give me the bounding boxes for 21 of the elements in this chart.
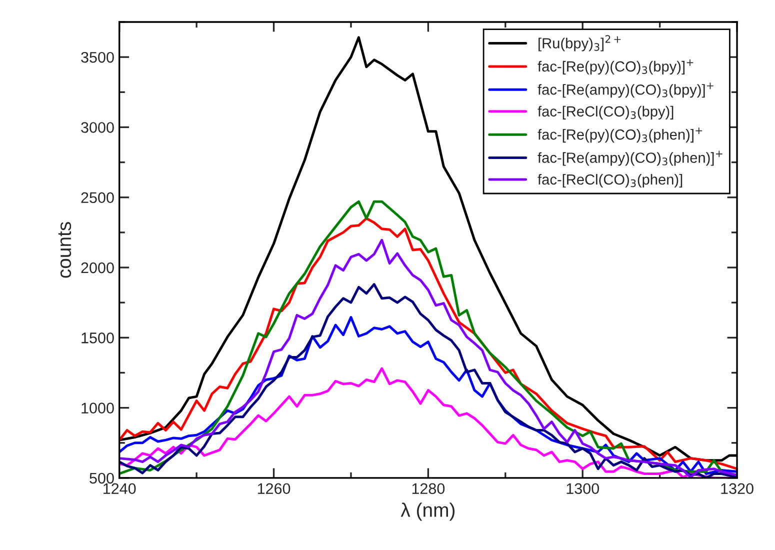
y-tick-label: 3500: [81, 52, 114, 63]
legend-label: fac-[Re(py)(CO)$_{3}$(phen)]$^{+}$: [538, 128, 702, 143]
x-tick-label: 1240: [104, 483, 136, 494]
y-tick-label: 2500: [81, 192, 114, 204]
legend-label: [Ru(bpy)$_{3}$]$^{2+}$: [538, 35, 621, 52]
y-axis-title: counts: [58, 222, 72, 278]
legend-label: fac-[Re(py)(CO)$_{3}$(bpy)]$^{+}$: [538, 59, 694, 74]
legend-label: fac-[Re(ampy)(CO)$_{3}$(bpy)]$^{+}$: [538, 82, 714, 98]
y-tick-label: 500: [90, 472, 114, 484]
legend-label: fac-[ReCl(CO)$_{3}$(bpy)]: [538, 106, 674, 120]
x-tick-label: 1300: [566, 483, 600, 494]
x-tick-label: 1260: [258, 483, 290, 494]
y-tick-label: 1500: [82, 332, 114, 344]
y-tick-label: 2000: [81, 262, 114, 274]
x-tick-label: 1280: [412, 483, 445, 494]
legend-label: fac-[ReCl(CO)$_{3}$(phen)]: [538, 174, 682, 188]
x-tick-label: 1320: [721, 483, 754, 494]
y-tick-label: 3000: [81, 122, 114, 133]
x-axis-title: λ (nm): [400, 502, 455, 521]
legend-label: fac-[Re(ampy)(CO)$_{3}$(phen)]$^{+}$: [538, 150, 722, 166]
y-tick-label: 1000: [82, 402, 114, 414]
